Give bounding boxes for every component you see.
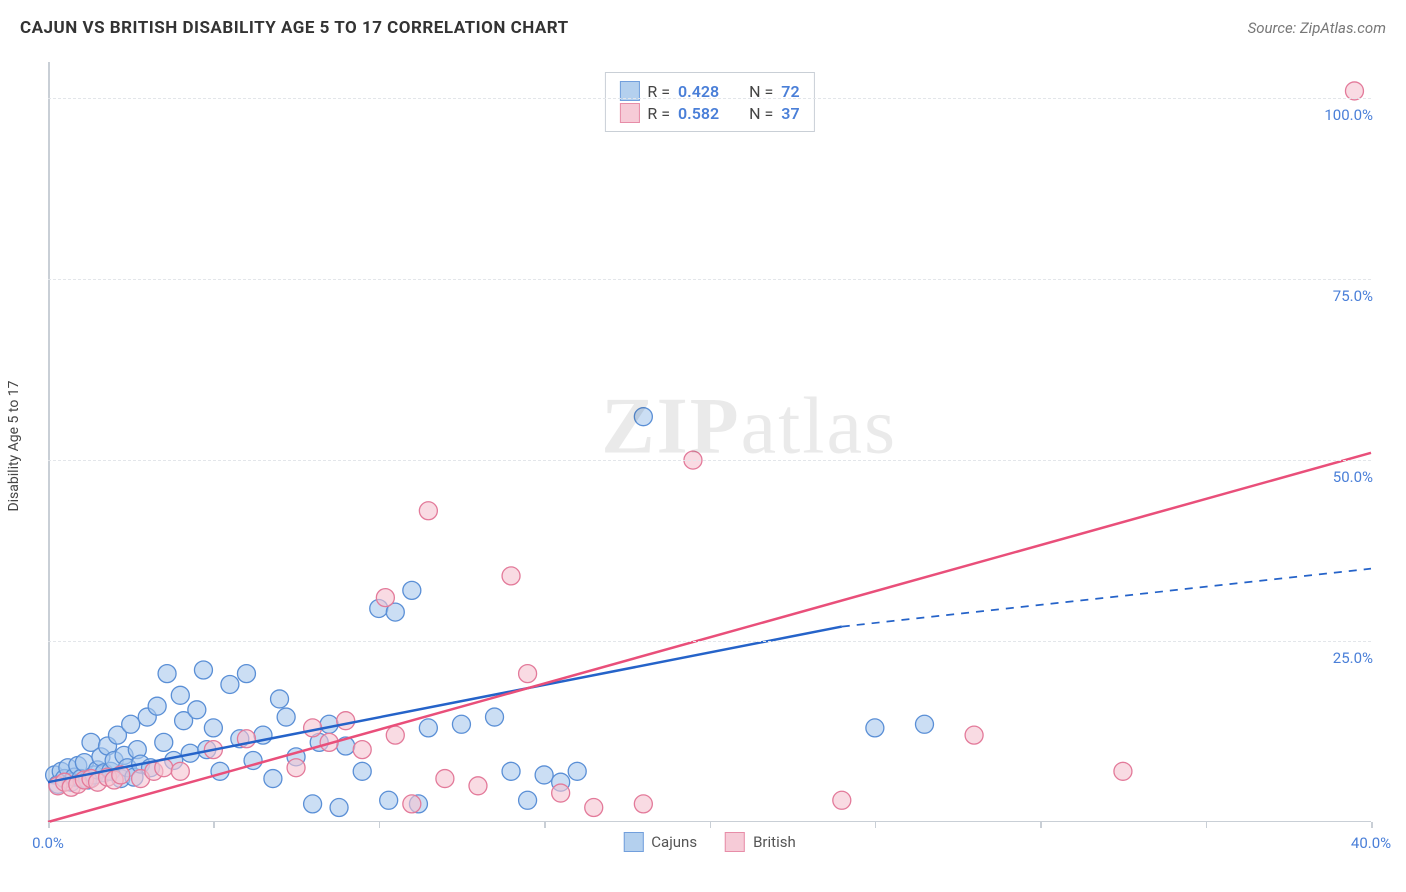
x-tick-label: 40.0% (1351, 834, 1391, 852)
bottom-legend: Cajuns British (623, 832, 795, 852)
x-tick (379, 822, 381, 828)
trend-line (48, 453, 1371, 822)
data-point (419, 719, 437, 737)
x-tick (1371, 822, 1373, 828)
legend-n-value-british: 37 (781, 104, 799, 123)
x-tick-label: 0.0% (32, 834, 64, 852)
data-point (502, 762, 520, 780)
data-point (320, 715, 338, 733)
legend-swatch-british (619, 103, 639, 123)
x-tick (875, 822, 877, 828)
data-point (519, 791, 537, 809)
y-tick-label: 25.0% (1333, 649, 1373, 667)
legend-r-value-british: 0.582 (678, 104, 719, 123)
y-axis-title: Disability Age 5 to 17 (6, 380, 22, 511)
source-attribution: Source: ZipAtlas.com (1248, 19, 1386, 37)
data-point (866, 719, 884, 737)
data-point (337, 712, 355, 730)
y-tick-label: 75.0% (1333, 287, 1373, 305)
data-point (194, 661, 212, 679)
gridline (48, 460, 1371, 461)
gridline (48, 279, 1371, 280)
data-point (1114, 762, 1132, 780)
data-point (237, 665, 255, 683)
data-point (221, 675, 239, 693)
x-tick (1040, 822, 1042, 828)
legend-swatch-british (725, 832, 745, 852)
data-point (330, 799, 348, 817)
legend-label: British (753, 833, 796, 851)
legend-row: R = 0.582 N = 37 (619, 103, 799, 123)
data-point (376, 589, 394, 607)
data-point (502, 567, 520, 585)
data-point (188, 701, 206, 719)
data-point (277, 708, 295, 726)
legend-n-label: N = (749, 104, 773, 123)
data-point (353, 762, 371, 780)
legend-swatch-cajuns (623, 832, 643, 852)
x-tick (710, 822, 712, 828)
x-tick (213, 822, 215, 828)
data-point (535, 766, 553, 784)
data-point (634, 795, 652, 813)
data-point (353, 741, 371, 759)
data-point (171, 686, 189, 704)
data-point (148, 697, 166, 715)
data-point (585, 799, 603, 817)
data-point (155, 733, 173, 751)
data-point (287, 759, 305, 777)
data-point (380, 791, 398, 809)
gridline (48, 98, 1371, 99)
trend-line (48, 627, 842, 783)
data-point (204, 719, 222, 737)
y-tick-label: 100.0% (1324, 106, 1373, 124)
plot-area: R = 0.428 N = 72 R = 0.582 N = 37 ZIPatl… (48, 62, 1371, 822)
data-point (965, 726, 983, 744)
legend-item-cajuns: Cajuns (623, 832, 697, 852)
x-tick (48, 822, 50, 828)
data-point (519, 665, 537, 683)
x-tick (544, 822, 546, 828)
data-point (271, 690, 289, 708)
gridline (48, 641, 1371, 642)
chart-svg (48, 62, 1371, 822)
data-point (452, 715, 470, 733)
data-point (403, 795, 421, 813)
data-point (304, 795, 322, 813)
data-point (386, 726, 404, 744)
data-point (122, 715, 140, 733)
data-point (171, 762, 189, 780)
legend-r-label: R = (647, 104, 670, 123)
data-point (158, 665, 176, 683)
data-point (568, 762, 586, 780)
data-point (264, 770, 282, 788)
data-point (552, 784, 570, 802)
data-point (419, 502, 437, 520)
legend-label: Cajuns (651, 833, 697, 851)
y-tick-label: 50.0% (1333, 468, 1373, 486)
data-point (833, 791, 851, 809)
data-point (486, 708, 504, 726)
data-point (915, 715, 933, 733)
data-point (403, 581, 421, 599)
data-point (469, 777, 487, 795)
chart-title: CAJUN VS BRITISH DISABILITY AGE 5 TO 17 … (20, 18, 569, 38)
legend-item-british: British (725, 832, 796, 852)
legend-stats-box: R = 0.428 N = 72 R = 0.582 N = 37 (604, 72, 814, 132)
data-point (634, 408, 652, 426)
x-tick (1206, 822, 1208, 828)
data-point (436, 770, 454, 788)
